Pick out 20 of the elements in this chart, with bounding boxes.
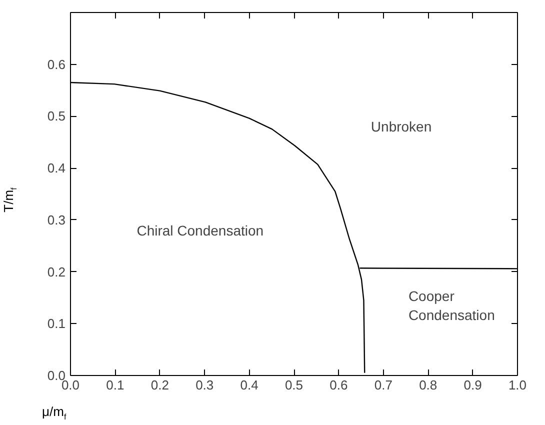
x-axis-title: μ/m$_{f}$ [41,403,66,424]
y-tick-label: 0.2 [47,264,66,280]
x-tick-label: 0.6 [330,378,348,392]
y-tick-label: 0.4 [47,160,66,176]
x-tick-label: 0.2 [150,378,169,392]
y-tick-label: 0.5 [47,108,66,124]
x-tick-label: 0.5 [284,378,304,392]
x-tick-label: 0.1 [106,378,124,392]
annotation: Cooper Condensation [408,288,495,324]
y-tick-label: 0.6 [47,56,66,72]
annotation: Unbroken [370,118,432,134]
x-tick-label: 0.4 [240,378,258,392]
y-tick-label: 0.3 [47,212,66,228]
x-tick-label: 0.9 [464,378,482,392]
y-tick-label: 0.1 [47,316,66,332]
x-tick-label: 1.0 [508,378,527,392]
x-tick-label: 0.3 [196,378,214,392]
x-tick-label: 0.7 [374,378,392,392]
annotation: Chiral Condensation [136,222,264,238]
x-tick-label: 0.8 [419,378,438,392]
